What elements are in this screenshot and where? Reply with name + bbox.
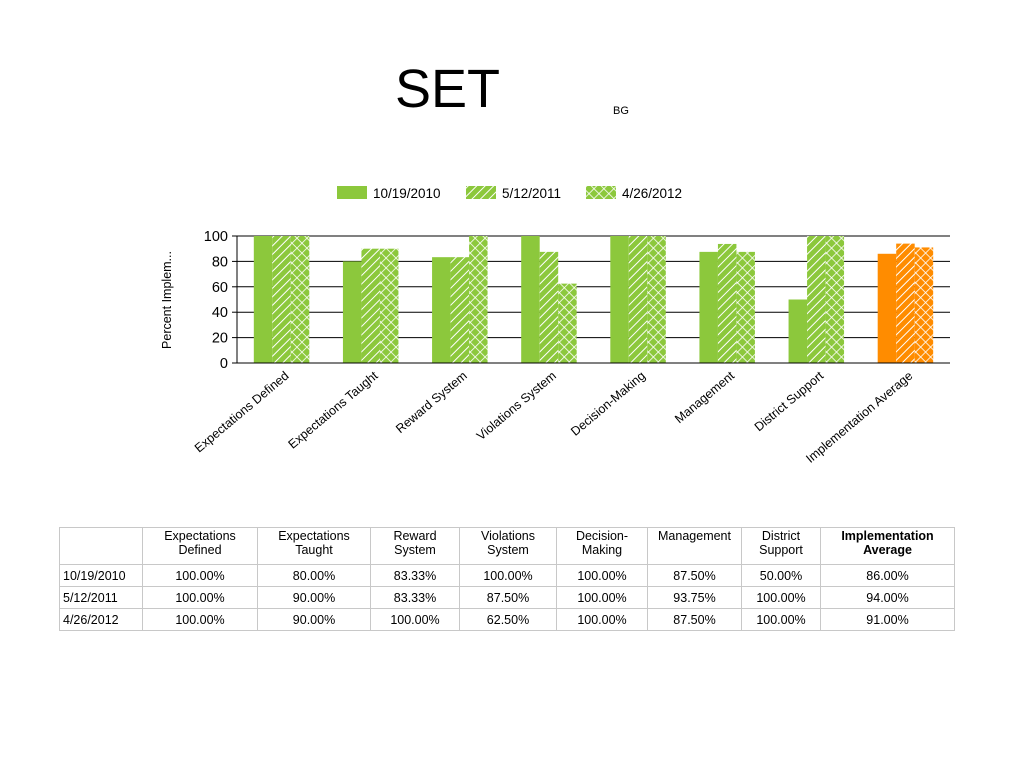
bar — [914, 247, 934, 363]
legend-swatch — [337, 186, 367, 199]
table-row: 10/19/2010 100.00% 80.00% 83.33% 100.00% 100.… — [59, 564, 955, 587]
bar — [736, 251, 755, 363]
bar — [272, 236, 291, 363]
table-header-cell: Reward System — [370, 527, 460, 565]
table-header-cell: District Support — [741, 527, 821, 565]
table-corner-cell — [59, 527, 143, 565]
table-cell: 100.00% — [556, 564, 648, 587]
bars — [253, 236, 934, 363]
table-header-cell: Expectations Taught — [257, 527, 371, 565]
bar — [610, 236, 629, 363]
bar — [717, 243, 737, 363]
table-cell: 100.00% — [142, 586, 258, 609]
table-cell: 100.00% — [370, 608, 460, 631]
table-cell: 83.33% — [370, 564, 460, 587]
table-cell: 87.50% — [647, 608, 742, 631]
legend-label: 5/12/2011 — [502, 186, 561, 201]
slide-subtitle: BG — [613, 105, 629, 117]
bar — [807, 236, 826, 363]
y-tick-label: 0 — [220, 356, 228, 372]
table-cell: 80.00% — [257, 564, 371, 587]
table-cell: 100.00% — [142, 608, 258, 631]
table-header-row: Expectations Defined Expectations Taught R… — [59, 527, 955, 565]
slide-title: SET — [395, 59, 501, 119]
bar — [379, 248, 399, 363]
bar — [432, 257, 451, 363]
table-cell: 83.33% — [370, 586, 460, 609]
x-tick-label: Management — [672, 368, 737, 426]
table-cell: 100.00% — [741, 586, 821, 609]
data-table: Expectations Defined Expectations Taught R… — [59, 527, 955, 631]
bar — [521, 236, 540, 363]
table-header-cell: Implementation Average — [820, 527, 955, 565]
table-header-cell: Decision- Making — [556, 527, 648, 565]
bar — [628, 236, 648, 363]
table-header-cell: Violations System — [459, 527, 557, 565]
table-cell: 86.00% — [820, 564, 955, 587]
table-cell: 90.00% — [257, 586, 371, 609]
legend: 10/19/2010 5/12/2011 4/26/2012 — [337, 186, 682, 201]
bar — [361, 248, 380, 363]
table-cell: 94.00% — [820, 586, 955, 609]
table-row-label: 10/19/2010 — [59, 564, 143, 587]
table-header-cell: Management — [647, 527, 742, 565]
bar — [450, 257, 470, 363]
bar — [290, 236, 310, 363]
bar — [896, 243, 915, 363]
table-cell: 100.00% — [556, 608, 648, 631]
table-body: 10/19/2010 100.00% 80.00% 83.33% 100.00% 100.… — [59, 564, 955, 631]
legend-label: 4/26/2012 — [622, 186, 682, 201]
y-tick-label: 20 — [212, 331, 228, 347]
bar — [539, 251, 559, 363]
x-tick-label: Expectations Defined — [192, 369, 292, 456]
x-tick-label: Violations System — [474, 369, 559, 443]
bar — [877, 253, 897, 363]
table-cell: 100.00% — [741, 608, 821, 631]
bar — [825, 236, 845, 363]
bar-chart: 0 20 40 60 80 100 Expectations DefinedExpectat… — [160, 186, 950, 466]
x-tick-label: Reward System — [393, 369, 470, 436]
legend-label: 10/19/2010 — [373, 186, 441, 201]
table-cell: 50.00% — [741, 564, 821, 587]
bar — [699, 251, 718, 363]
table-cell: 91.00% — [820, 608, 955, 631]
y-tick-label: 40 — [212, 305, 228, 321]
x-tick-label: District Support — [752, 368, 827, 434]
legend-swatch — [586, 186, 616, 199]
bar — [342, 261, 362, 363]
legend-swatch — [466, 186, 496, 199]
bar — [788, 299, 808, 363]
table-row-label: 5/12/2011 — [59, 586, 143, 609]
table-cell: 87.50% — [647, 564, 742, 587]
table-cell: 62.50% — [459, 608, 557, 631]
y-tick-label: 100 — [204, 229, 228, 245]
table-row-label: 4/26/2012 — [59, 608, 143, 631]
table-cell: 100.00% — [556, 586, 648, 609]
bar — [469, 236, 488, 363]
y-tick-label: 60 — [212, 280, 228, 296]
y-tick-label: 80 — [212, 254, 228, 270]
bar — [253, 236, 273, 363]
x-tick-label: Decision-Making — [568, 369, 648, 439]
table-header-cell: Expectations Defined — [142, 527, 258, 565]
y-axis-label: Percent Implem... — [160, 251, 174, 349]
x-tick-label: Expectations Taught — [286, 368, 381, 451]
table-cell: 100.00% — [459, 564, 557, 587]
bar — [558, 283, 577, 363]
table-row: 4/26/2012 100.00% 90.00% 100.00% 62.50% 100.0… — [59, 608, 955, 631]
bar — [647, 236, 666, 363]
table-cell: 93.75% — [647, 586, 742, 609]
table-cell: 87.50% — [459, 586, 557, 609]
table-cell: 90.00% — [257, 608, 371, 631]
table-row: 5/12/2011 100.00% 90.00% 83.33% 87.50% 100.00… — [59, 586, 955, 609]
table-cell: 100.00% — [142, 564, 258, 587]
